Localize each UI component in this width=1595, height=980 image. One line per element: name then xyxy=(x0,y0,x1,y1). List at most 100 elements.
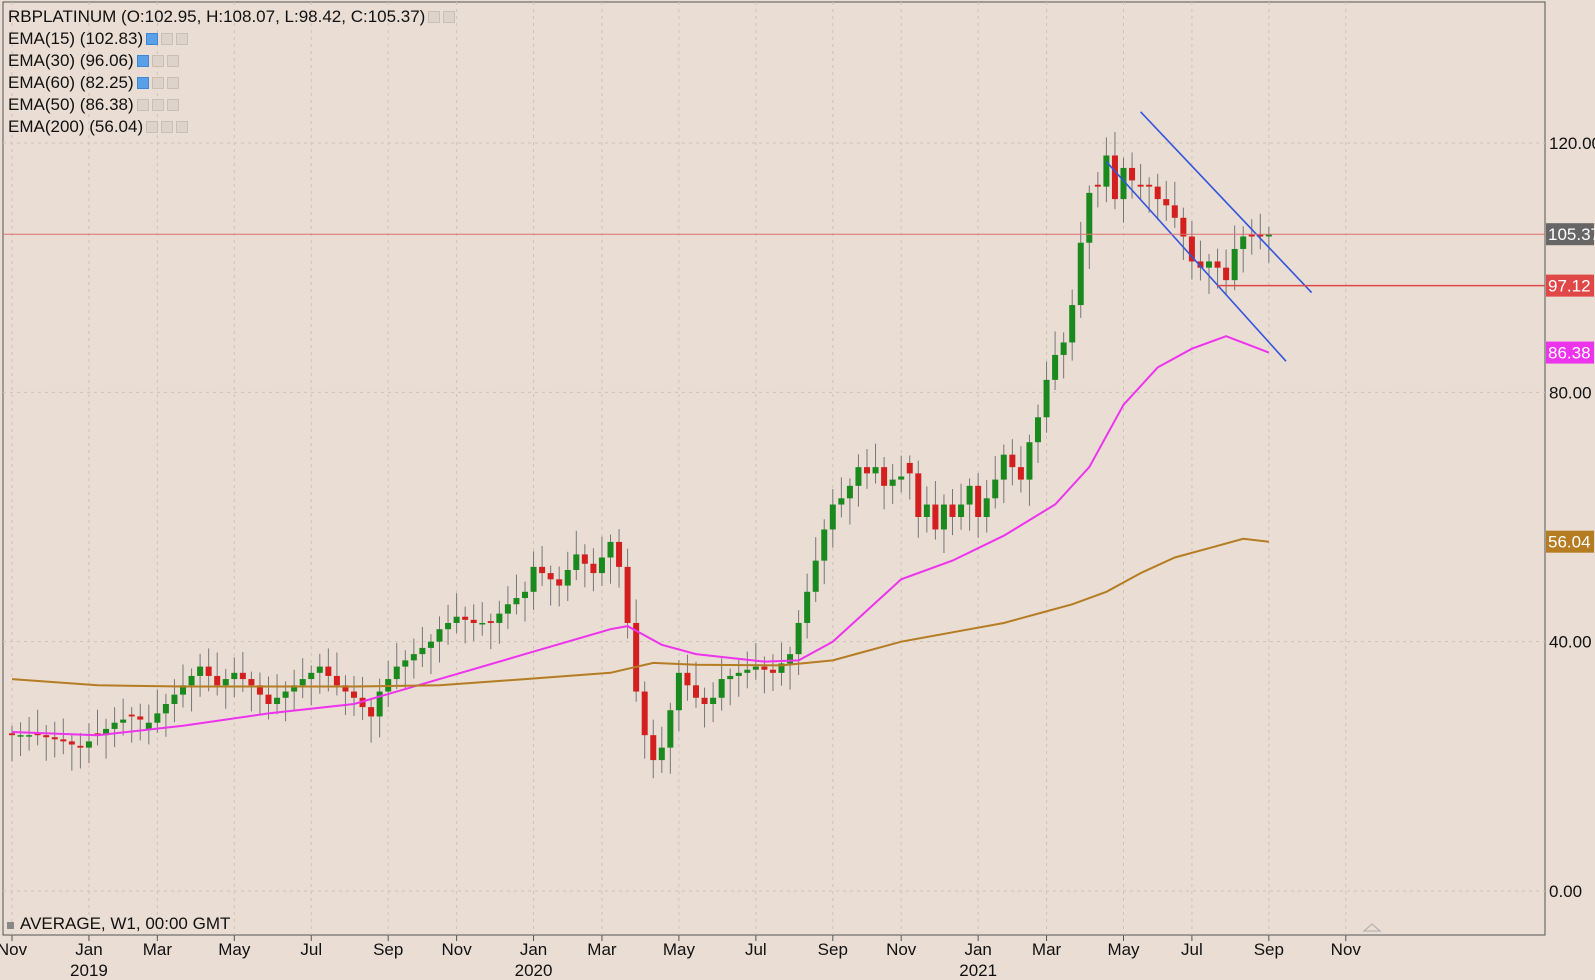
candle-body xyxy=(487,621,494,623)
candle-body xyxy=(68,741,75,745)
plot-frame xyxy=(2,1,1546,936)
candle-body xyxy=(1206,261,1212,268)
candle-body xyxy=(51,737,58,740)
x-tick-label: May xyxy=(663,940,696,959)
candle-body xyxy=(821,529,828,561)
candle-body xyxy=(85,741,92,748)
settings-icon[interactable] xyxy=(151,77,164,89)
candle-body xyxy=(735,672,742,676)
candle-body xyxy=(1103,155,1110,187)
close-icon[interactable] xyxy=(166,99,179,111)
candle-body xyxy=(1129,167,1136,181)
y-tick-label: 120.00 xyxy=(1549,134,1595,153)
settings-icon[interactable] xyxy=(428,11,441,23)
x-tick-label: Sep xyxy=(373,940,403,959)
price-badge-label: 86.38 xyxy=(1548,344,1591,363)
candle-body xyxy=(128,714,135,717)
candle-body xyxy=(248,679,255,686)
y-tick-label: 80.00 xyxy=(1549,383,1592,402)
candle-body xyxy=(633,622,640,692)
candle-body xyxy=(43,735,50,738)
close-icon[interactable] xyxy=(166,77,179,89)
candle-body xyxy=(804,591,811,623)
candle-body xyxy=(1248,234,1255,237)
x-tick-label: Nov xyxy=(886,940,917,959)
price-badge xyxy=(1546,341,1594,364)
candle-body xyxy=(17,735,24,737)
candle-body xyxy=(342,685,349,692)
candle-body xyxy=(915,473,922,517)
candle-body xyxy=(889,479,896,486)
candle-body xyxy=(1009,454,1016,468)
indicator-row: EMA(30) (96.06) xyxy=(8,50,455,72)
candle-body xyxy=(410,654,417,661)
candle-body xyxy=(624,566,631,623)
x-tick-label: Nov xyxy=(1331,940,1362,959)
candle-body xyxy=(419,647,426,655)
candle-body xyxy=(316,666,323,673)
candle-body xyxy=(975,485,982,517)
candle-body xyxy=(1120,167,1127,200)
candle-body xyxy=(547,573,554,580)
candle-body xyxy=(761,666,768,670)
candle-body xyxy=(154,713,161,723)
candle-body xyxy=(26,735,33,737)
candle-body xyxy=(162,704,169,714)
candle-body xyxy=(504,604,511,614)
candle-body xyxy=(898,476,905,480)
candle-body xyxy=(522,591,528,599)
candle-body xyxy=(727,675,734,680)
visibility-icon[interactable] xyxy=(146,121,159,133)
candle-body xyxy=(1077,242,1084,306)
candle-body xyxy=(1240,236,1247,249)
visibility-icon[interactable] xyxy=(136,77,149,89)
candle-body xyxy=(992,479,999,499)
candle-body xyxy=(1086,192,1093,243)
candle-body xyxy=(641,691,648,736)
settings-icon[interactable] xyxy=(151,55,164,67)
candle-body xyxy=(812,560,819,592)
x-tick-label: Jan xyxy=(75,940,102,959)
candle-body xyxy=(701,697,708,704)
candle-body xyxy=(436,629,443,642)
candle-body xyxy=(445,622,452,630)
candle-body xyxy=(795,622,802,655)
x-tick-label: Mar xyxy=(587,940,617,959)
candle-body xyxy=(222,679,229,686)
settings-icon[interactable] xyxy=(161,33,174,45)
settings-icon[interactable] xyxy=(443,11,456,23)
timeframe-icon xyxy=(7,922,14,929)
candle-body xyxy=(180,685,186,695)
trend-channel-lower xyxy=(1105,161,1287,362)
indicator-label: EMA(30) (96.06) xyxy=(8,51,134,70)
candle-body xyxy=(787,654,794,664)
candle-body xyxy=(1035,417,1041,443)
candle-body xyxy=(453,616,460,623)
timeframe-label: AVERAGE, W1, 00:00 GMT xyxy=(20,914,231,933)
candle-body xyxy=(205,666,212,676)
close-icon[interactable] xyxy=(176,121,189,133)
candle-body xyxy=(299,679,306,686)
candle-body xyxy=(470,619,477,623)
indicator-row: EMA(60) (82.25) xyxy=(8,72,455,94)
visibility-icon[interactable] xyxy=(146,33,159,45)
close-icon[interactable] xyxy=(176,33,189,45)
candle-body xyxy=(496,613,503,623)
candle-body xyxy=(573,554,580,570)
candle-body xyxy=(616,541,623,567)
close-icon[interactable] xyxy=(166,55,179,67)
candle-body xyxy=(932,504,939,530)
x-tick-label: Sep xyxy=(1254,940,1284,959)
candle-body xyxy=(462,616,469,620)
settings-icon[interactable] xyxy=(161,121,174,133)
candle-body xyxy=(693,685,699,698)
settings-icon[interactable] xyxy=(151,99,164,111)
price-badge-label: 97.12 xyxy=(1548,277,1591,296)
candle-body xyxy=(1163,199,1170,206)
visibility-icon[interactable] xyxy=(136,55,149,67)
candle-body xyxy=(256,685,263,695)
visibility-icon[interactable] xyxy=(136,99,149,111)
candle-body xyxy=(940,504,947,530)
price-badge xyxy=(1546,530,1594,553)
